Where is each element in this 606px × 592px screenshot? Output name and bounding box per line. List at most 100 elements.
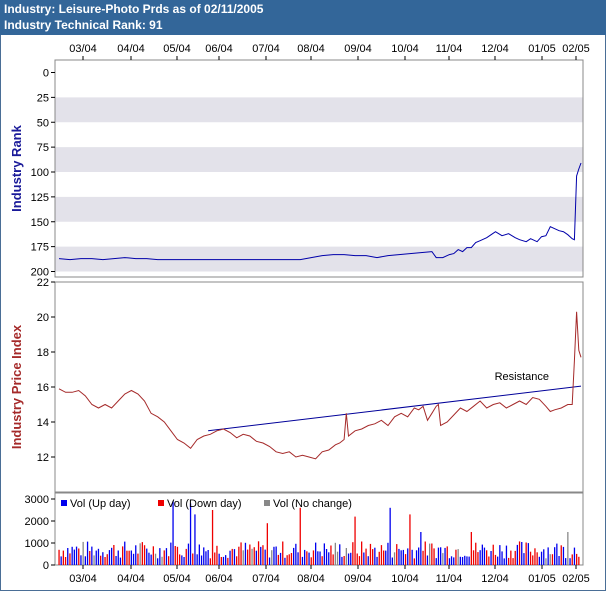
volume-bar: [64, 557, 67, 565]
volume-bar: [315, 542, 317, 565]
volume-bar: [514, 550, 516, 565]
volume-bar: [393, 552, 396, 565]
volume-bar: [286, 555, 288, 565]
volume-bar: [207, 550, 209, 565]
volume-bar: [330, 545, 332, 565]
volume-bar: [404, 554, 407, 565]
volume-bar: [503, 558, 505, 565]
volume-bar: [150, 554, 152, 565]
resistance-label: Resistance: [495, 371, 549, 383]
volume-bar: [323, 543, 325, 565]
volume-bar: [75, 546, 78, 565]
volume-bar: [93, 555, 95, 565]
volume-bar: [157, 558, 159, 565]
volume-bar: [141, 542, 143, 565]
volume-bar: [372, 549, 374, 565]
price-y-tick-label: 18: [37, 347, 49, 359]
volume-bar: [111, 547, 113, 565]
volume-bar: [69, 553, 71, 565]
volume-bar: [255, 550, 257, 565]
volume-bar: [448, 558, 451, 565]
volume-bar: [124, 541, 126, 565]
top-month-label: 01/05: [528, 43, 556, 55]
volume-bar: [176, 546, 179, 565]
rank-y-tick-label: 150: [31, 217, 49, 229]
rank-y-tick-label: 25: [37, 92, 49, 104]
volume-bar: [525, 542, 527, 565]
volume-bar: [521, 542, 523, 565]
volume-bar: [284, 557, 286, 565]
volume-bar: [488, 556, 490, 565]
volume-bar: [497, 556, 499, 565]
bottom-month-label: 08/04: [297, 573, 325, 585]
volume-bar: [242, 550, 244, 565]
volume-bar: [264, 549, 266, 565]
volume-bar: [247, 549, 249, 565]
volume-y-tick-label: 2000: [25, 516, 49, 528]
volume-bar: [183, 557, 185, 565]
volume-bar: [549, 554, 551, 565]
volume-bar: [229, 550, 231, 565]
volume-bar: [483, 547, 486, 565]
volume-bar: [383, 550, 385, 565]
volume-bar: [218, 553, 220, 565]
volume-bar: [328, 552, 330, 565]
price-axis-label: Industry Price Index: [9, 324, 24, 449]
volume-bar: [257, 541, 260, 565]
volume-bar: [196, 554, 198, 565]
rank-grid-band: [55, 147, 583, 172]
volume-bar: [547, 547, 549, 565]
rank-y-tick-label: 0: [43, 68, 49, 80]
volume-bar: [429, 543, 431, 565]
volume-bar: [317, 551, 319, 565]
volume-bar: [262, 545, 264, 565]
volume-bar: [135, 545, 137, 565]
volume-bar: [89, 551, 91, 565]
rank-y-tick-label: 75: [37, 142, 49, 154]
volume-bar: [275, 546, 277, 565]
rank-y-tick-label: 200: [31, 267, 49, 279]
volume-bar: [104, 557, 106, 565]
volume-bar: [457, 549, 459, 565]
volume-bar: [385, 550, 387, 565]
volume-bar: [222, 556, 225, 565]
volume-bar: [418, 547, 420, 565]
top-month-label: 03/04: [69, 43, 97, 55]
volume-bar: [321, 556, 323, 565]
price-plot-border: [54, 281, 584, 493]
rank-y-tick-label: 175: [31, 242, 49, 254]
volume-bar: [220, 557, 222, 565]
volume-bar: [113, 545, 115, 565]
volume-bar: [391, 557, 393, 565]
volume-bar: [227, 557, 229, 565]
volume-bar: [122, 546, 124, 565]
volume-bar: [442, 553, 444, 565]
volume-bar: [290, 553, 293, 565]
volume-bar: [102, 552, 104, 565]
volume-bar: [82, 541, 84, 565]
volume-bar: [532, 555, 534, 565]
volume-bar: [411, 549, 413, 565]
volume-bar: [459, 556, 461, 565]
volume-bar: [565, 558, 567, 565]
volume-legend-label: Vol (Down day): [167, 498, 242, 510]
volume-bar: [356, 553, 358, 565]
rank-y-tick-label: 100: [31, 167, 49, 179]
volume-bar: [238, 546, 240, 565]
volume-bar: [244, 542, 247, 565]
volume-bar: [205, 551, 207, 565]
volume-bar: [295, 543, 297, 565]
volume-bar: [187, 543, 190, 565]
volume-bar: [562, 546, 565, 565]
volume-bar: [536, 552, 538, 565]
volume-bar: [437, 547, 440, 565]
rank-plot-border: [54, 59, 584, 278]
volume-bar: [194, 514, 196, 565]
volume-bar: [100, 555, 102, 565]
top-month-label: 09/04: [344, 43, 372, 55]
price-series-line: [58, 311, 582, 460]
volume-bar: [378, 551, 380, 565]
volume-bar: [282, 541, 284, 565]
volume-bar: [426, 555, 429, 565]
